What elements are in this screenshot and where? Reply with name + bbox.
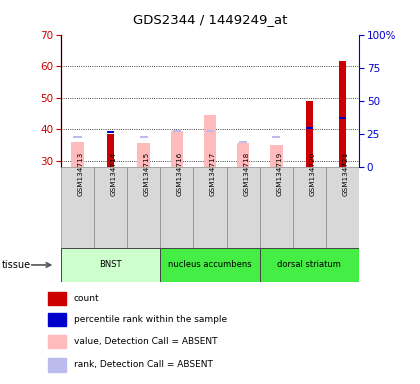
Bar [107, 131, 114, 133]
Text: GSM134721: GSM134721 [343, 151, 349, 195]
Bar [160, 167, 194, 248]
Text: nucleus accumbens: nucleus accumbens [168, 260, 252, 270]
Bar [107, 134, 114, 167]
Text: rank, Detection Call = ABSENT: rank, Detection Call = ABSENT [74, 360, 213, 369]
Bar [48, 358, 66, 372]
Bar [48, 292, 66, 305]
Text: GSM134716: GSM134716 [177, 151, 183, 195]
Bar [139, 136, 148, 138]
Text: GSM134718: GSM134718 [243, 151, 249, 195]
Bar [339, 117, 346, 119]
Bar [173, 130, 181, 132]
Bar [206, 130, 214, 132]
Bar [237, 143, 249, 167]
Bar [260, 248, 359, 281]
Bar [160, 248, 260, 281]
Text: GSM134713: GSM134713 [77, 151, 84, 195]
Text: GSM134717: GSM134717 [210, 151, 216, 195]
Bar [260, 167, 293, 248]
Text: GSM134714: GSM134714 [110, 151, 117, 195]
Text: count: count [74, 294, 100, 303]
Bar [137, 143, 150, 167]
Bar [204, 115, 216, 167]
Text: tissue: tissue [2, 260, 31, 270]
Bar [226, 167, 260, 248]
Bar [194, 167, 226, 248]
Text: percentile rank within the sample: percentile rank within the sample [74, 315, 227, 324]
Bar [306, 101, 313, 167]
Bar [61, 248, 160, 281]
Bar [127, 167, 160, 248]
Bar [270, 145, 283, 167]
Bar [61, 167, 94, 248]
Text: GSM134719: GSM134719 [276, 151, 282, 195]
Text: GDS2344 / 1449249_at: GDS2344 / 1449249_at [133, 13, 287, 26]
Bar [326, 167, 359, 248]
Bar [71, 142, 84, 167]
Bar [293, 167, 326, 248]
Text: dorsal striatum: dorsal striatum [278, 260, 341, 270]
Bar [48, 313, 66, 326]
Bar [171, 131, 183, 167]
Bar [48, 335, 66, 349]
Text: value, Detection Call = ABSENT: value, Detection Call = ABSENT [74, 337, 217, 346]
Bar [306, 127, 313, 129]
Text: GSM134715: GSM134715 [144, 151, 150, 195]
Bar [339, 61, 346, 167]
Bar [272, 136, 281, 138]
Bar [239, 141, 247, 143]
Bar [74, 136, 81, 138]
Text: BNST: BNST [100, 260, 122, 270]
Text: GSM134720: GSM134720 [310, 151, 315, 195]
Bar [94, 167, 127, 248]
